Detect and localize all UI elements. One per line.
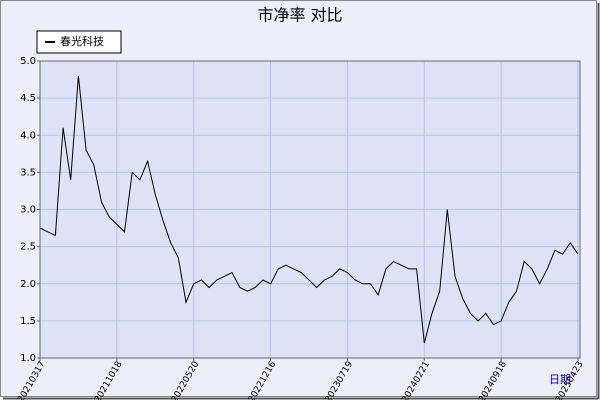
line bbox=[39, 75, 579, 344]
marks bbox=[39, 75, 579, 344]
x-axis-label: 日期 bbox=[549, 373, 571, 386]
y-tick-label: 3.5 bbox=[20, 167, 36, 178]
legend-label: 春光科技 bbox=[60, 34, 104, 48]
y-tick-label: 2.5 bbox=[20, 242, 36, 253]
y-tick-label: 5.0 bbox=[20, 56, 36, 67]
y-tick-label: 4.5 bbox=[20, 93, 36, 104]
y-tick-label: 3.0 bbox=[20, 205, 36, 216]
y-tick-label: 4.0 bbox=[20, 130, 36, 141]
y-tick-label: 1.0 bbox=[20, 353, 36, 364]
chart-title: 市净率 对比 bbox=[257, 6, 342, 25]
y-tick-label: 2.0 bbox=[20, 279, 36, 290]
y-tick-label: 1.5 bbox=[20, 316, 36, 327]
legend-box bbox=[36, 30, 122, 54]
